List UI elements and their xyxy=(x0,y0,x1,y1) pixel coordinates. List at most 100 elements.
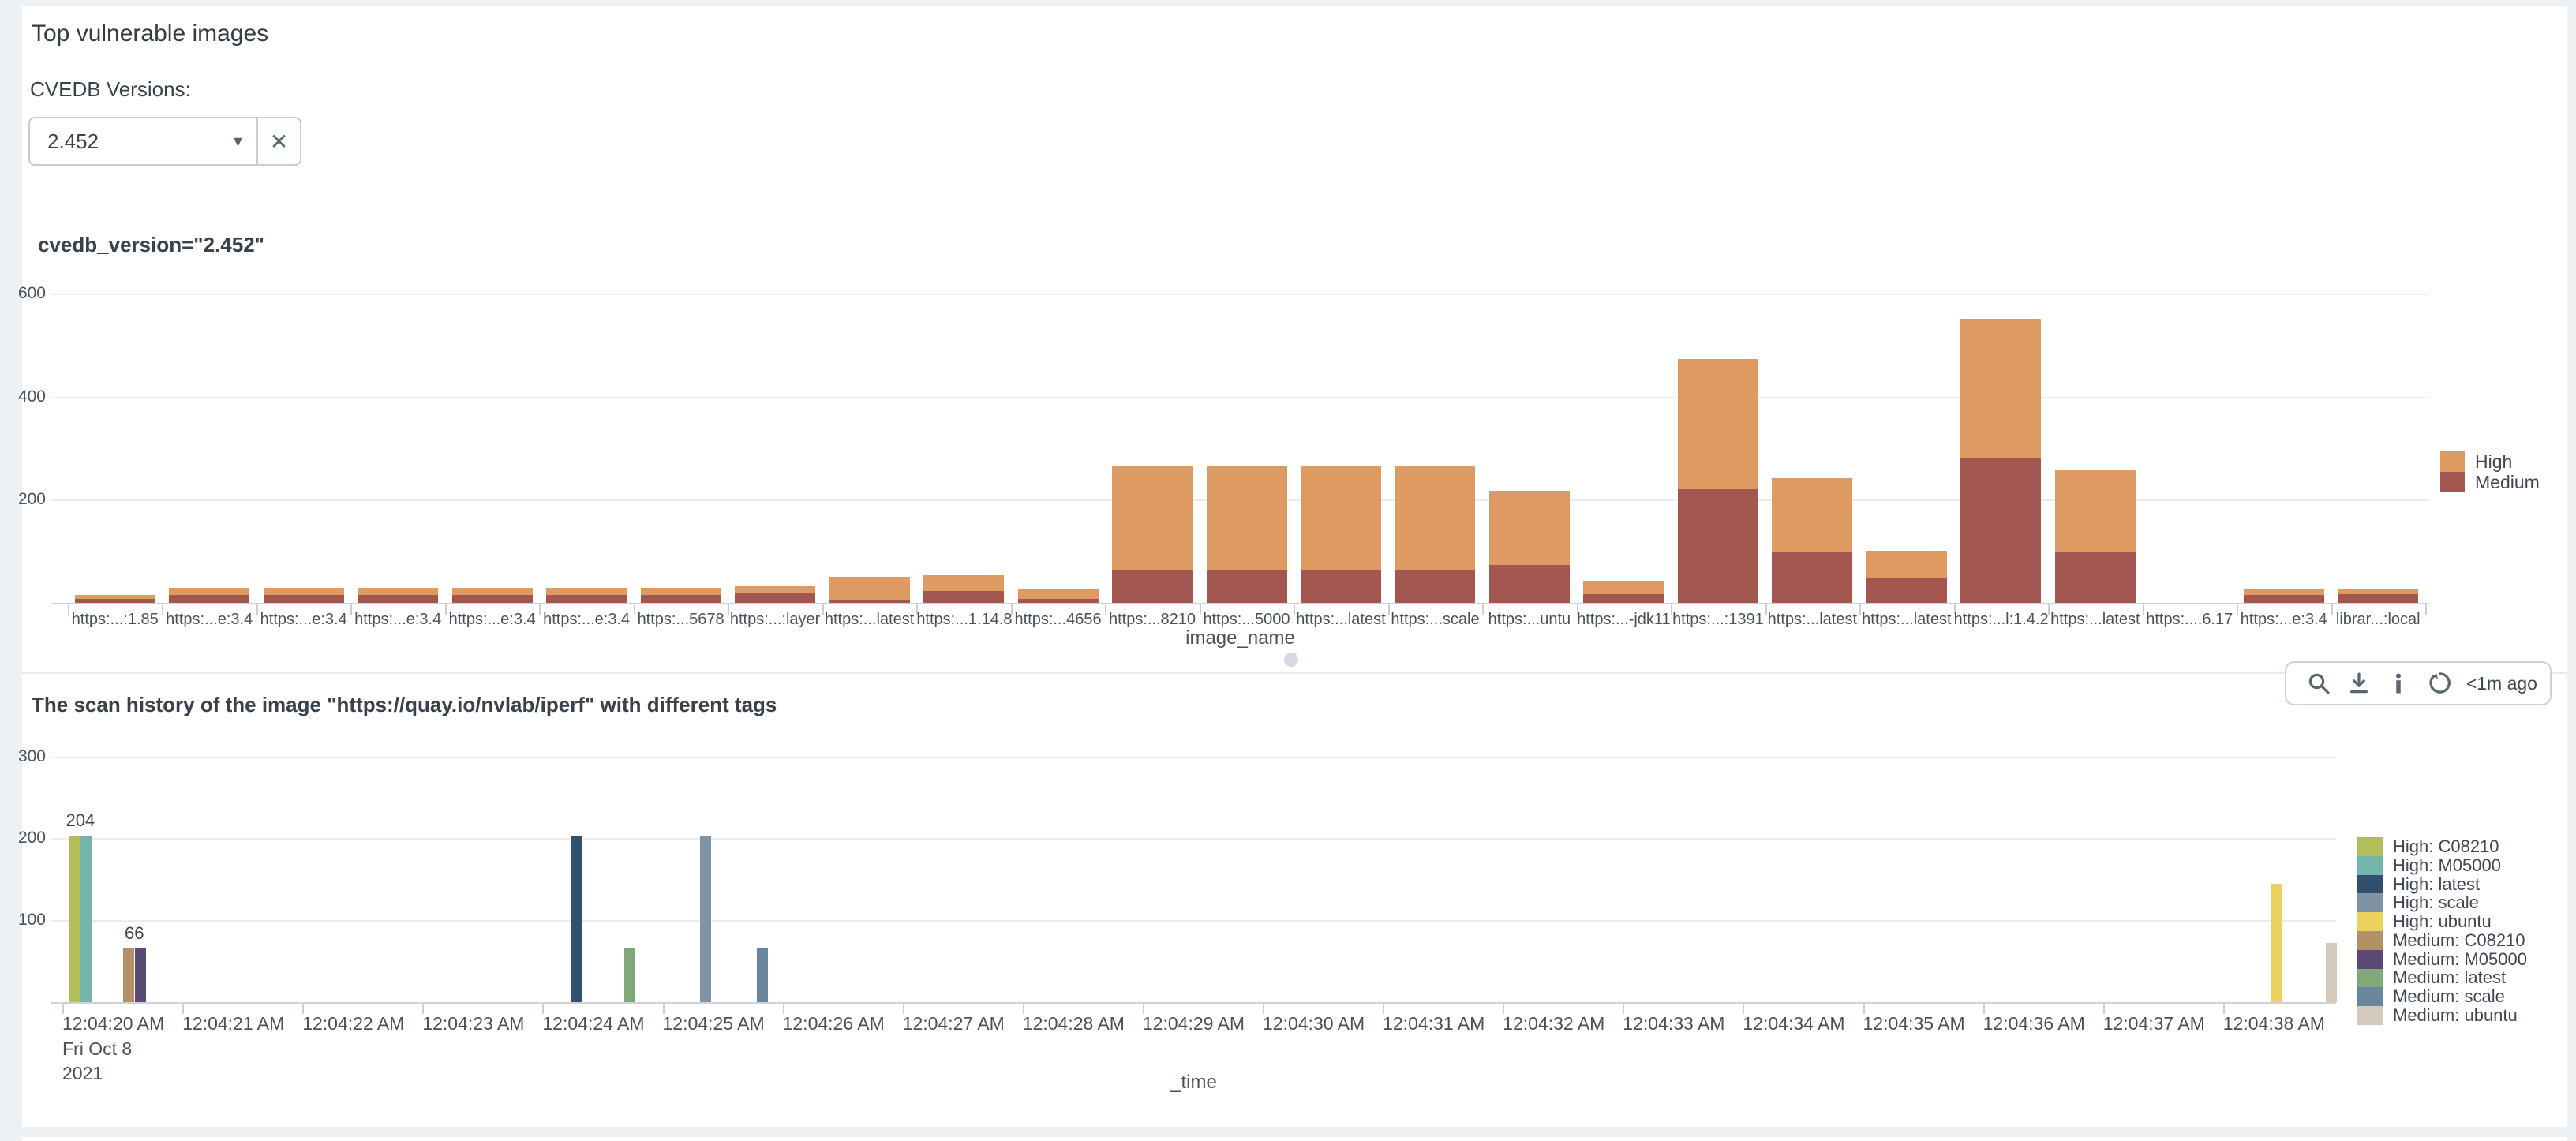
legend-item-high-c08210[interactable]: High: C08210 xyxy=(2357,836,2527,856)
chart2-xaxis-line xyxy=(51,1002,2336,1004)
bar-https:...e:3.4[interactable] xyxy=(358,588,439,603)
chart2-gridline xyxy=(51,919,2336,922)
chart2-axis-tick xyxy=(902,1004,904,1014)
bar-https:...latest[interactable] xyxy=(1300,465,1381,603)
info-icon[interactable] xyxy=(2379,664,2418,702)
legend-item-medium-latest[interactable]: Medium: latest xyxy=(2357,967,2527,988)
bar-https:...:1.85[interactable] xyxy=(74,595,155,603)
bar-https:...:1391[interactable] xyxy=(1677,359,1758,603)
bar-https:...e:3.4[interactable] xyxy=(263,588,344,603)
legend-item-high-ubuntu[interactable]: High: ubuntu xyxy=(2357,911,2527,932)
chart1-axis-tick xyxy=(350,604,353,615)
chart1-category-label: https:...e:3.4 xyxy=(260,611,347,628)
clear-filter-button[interactable]: ✕ xyxy=(258,117,301,166)
bar-High: ubuntu[interactable] xyxy=(2271,884,2283,1002)
legend-item-high[interactable]: High xyxy=(2440,451,2540,472)
chart1-gridline xyxy=(51,396,2429,398)
bar-https:...e:3.4[interactable] xyxy=(451,588,533,603)
legend-item-medium-ubuntu[interactable]: Medium: ubuntu xyxy=(2357,1005,2527,1025)
bar-https:...5678[interactable] xyxy=(640,588,721,603)
legend-item-high-latest[interactable]: High: latest xyxy=(2357,874,2527,894)
chart1-category-label: https:...latest xyxy=(2050,611,2140,628)
bar-Medium: C08210[interactable] xyxy=(122,948,134,1002)
bar-High: M05000[interactable] xyxy=(80,836,92,1002)
bar-https:...-jdk11[interactable] xyxy=(1583,581,1664,603)
bar-segment-medium xyxy=(1395,569,1476,603)
bar-librar...:local[interactable] xyxy=(2338,588,2419,603)
bar-segment-high xyxy=(1772,477,1853,553)
bar-https:...latest[interactable] xyxy=(829,576,910,603)
bar-segment-high xyxy=(169,588,250,596)
bar-https:...1.14.8[interactable] xyxy=(923,574,1005,603)
chart1-category-label: https:...latest xyxy=(824,611,915,628)
bar-segment-high xyxy=(1017,589,1099,599)
legend-swatch xyxy=(2440,451,2465,472)
chart2-axis-tick xyxy=(422,1004,425,1014)
bar-https:...5000[interactable] xyxy=(1206,465,1287,603)
chart1-axis-tick xyxy=(633,604,635,615)
bar-https:...untu[interactable] xyxy=(1488,491,1570,603)
chart1-plot xyxy=(51,279,2429,615)
legend-item-medium[interactable]: Medium xyxy=(2440,472,2540,492)
legend-item-high-scale[interactable]: High: scale xyxy=(2357,892,2527,912)
bar-https:...e:3.4[interactable] xyxy=(169,588,250,603)
panel1-title: Top vulnerable images xyxy=(32,21,269,47)
legend-item-medium-c08210[interactable]: Medium: C08210 xyxy=(2357,930,2527,950)
legend-label: High: ubuntu xyxy=(2393,911,2492,932)
bar-https:...e:3.4[interactable] xyxy=(546,588,627,603)
bar-Medium: M05000[interactable] xyxy=(134,948,146,1002)
bar-https:...latest[interactable] xyxy=(1866,550,1947,603)
chart1-category-label: https:...8210 xyxy=(1108,611,1196,628)
chart1-ytick-label: 200 xyxy=(17,489,46,508)
bar-https:...latest[interactable] xyxy=(1772,477,1853,603)
chart2-time-label: 12:04:27 AM xyxy=(902,1013,1005,1034)
bar-High: C08210[interactable] xyxy=(69,836,80,1002)
legend-label: Medium: latest xyxy=(2393,967,2507,988)
bar-https:...l:1.4.2[interactable] xyxy=(1960,318,2042,603)
bar-segment-high xyxy=(1488,491,1570,565)
bar-https:...8210[interactable] xyxy=(1112,465,1193,603)
bar-segment-high xyxy=(829,576,910,600)
bar-Medium: ubuntu[interactable] xyxy=(2325,942,2337,1002)
legend-item-medium-scale[interactable]: Medium: scale xyxy=(2357,986,2527,1006)
legend-item-medium-m05000[interactable]: Medium: M05000 xyxy=(2357,949,2527,969)
panel2-toolbar: <1m ago xyxy=(2285,661,2552,705)
chart1-category-label: https:...latest xyxy=(1767,611,1858,628)
bar-High: latest[interactable] xyxy=(570,836,582,1002)
bar-https:...:layer[interactable] xyxy=(735,586,816,603)
legend-item-high-m05000[interactable]: High: M05000 xyxy=(2357,855,2527,875)
bar-https:...4656[interactable] xyxy=(1017,589,1099,603)
bar-https:...e:3.4[interactable] xyxy=(2243,588,2324,603)
chart2-time-label: 12:04:24 AM xyxy=(542,1013,645,1034)
chart1-axis-tick xyxy=(916,604,919,615)
chart2-date-label: 2021 xyxy=(62,1063,103,1083)
refresh-icon[interactable] xyxy=(2418,664,2458,702)
page-top-margin xyxy=(0,0,2576,6)
chart2-ytick-label: 200 xyxy=(17,829,46,847)
bar-https:...latest[interactable] xyxy=(2054,470,2136,603)
download-icon[interactable] xyxy=(2338,664,2378,702)
bar-High: scale[interactable] xyxy=(700,836,712,1002)
bar-Medium: latest[interactable] xyxy=(624,948,636,1002)
chart1-category-label: https:...e:3.4 xyxy=(448,611,536,628)
cvedb-version-dropdown[interactable]: 2.452 ▾ xyxy=(28,117,258,166)
search-icon[interactable] xyxy=(2299,664,2338,702)
bar-https:...scale[interactable] xyxy=(1395,465,1476,603)
chart2-time-label: 12:04:25 AM xyxy=(662,1013,765,1034)
chart1-category-label: https:...1.14.8 xyxy=(916,611,1013,628)
chart2-axis-tick xyxy=(1743,1004,1745,1014)
bar-segment-medium xyxy=(1677,489,1758,603)
chart2-time-label: 12:04:23 AM xyxy=(422,1013,525,1034)
chart2-legend: High: C08210 High: M05000 High: latest High… xyxy=(2357,836,2527,1025)
bar-segment-high xyxy=(1677,359,1758,490)
bar-segment-medium xyxy=(546,595,627,603)
bar-segment-high xyxy=(1300,465,1381,570)
panel-resize-handle[interactable] xyxy=(1284,653,1298,667)
bar-segment-high xyxy=(1395,465,1476,570)
legend-swatch xyxy=(2357,837,2383,856)
bar-Medium: scale[interactable] xyxy=(756,948,768,1002)
chart2-xaxis-title: _time xyxy=(1170,1072,1217,1093)
chart2-axis-tick xyxy=(2102,1004,2105,1014)
chart1-category-label: librar...:local xyxy=(2335,611,2421,628)
